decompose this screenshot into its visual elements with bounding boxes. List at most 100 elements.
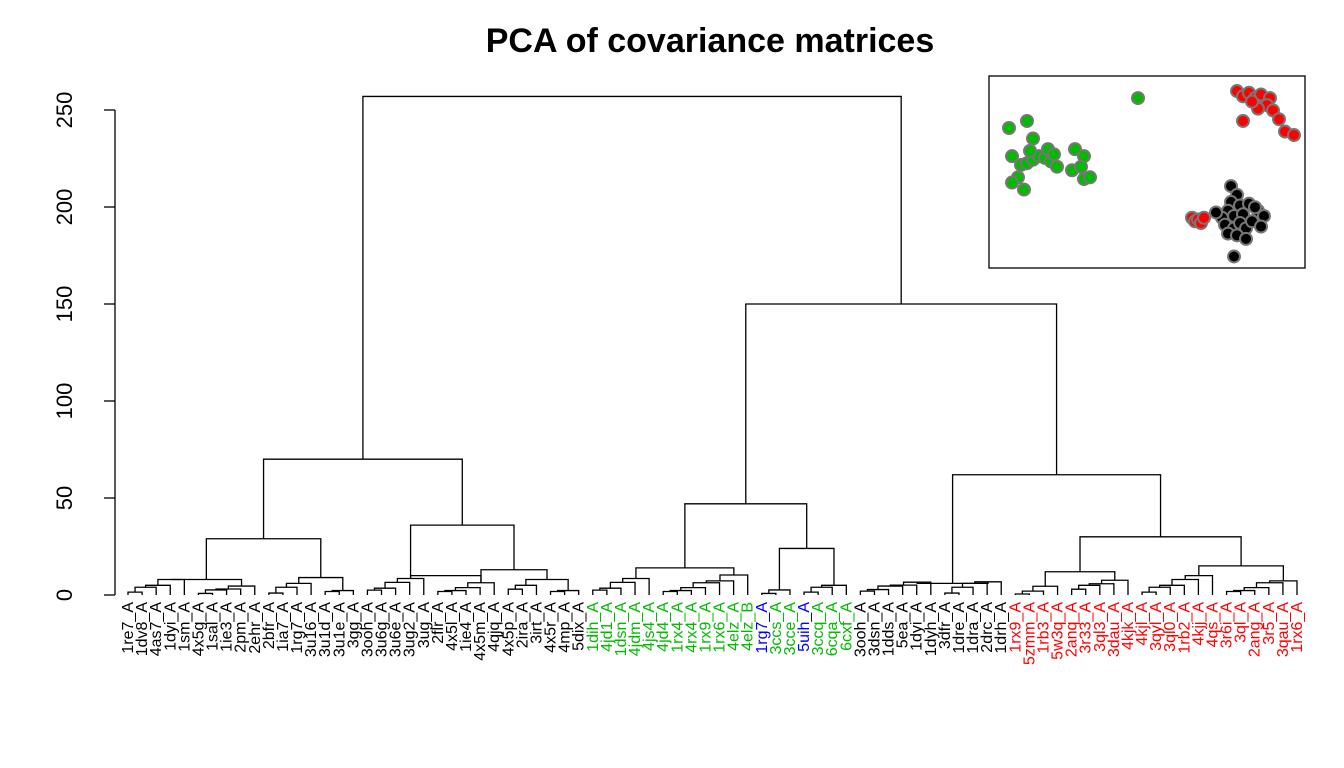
leaf-label: 1ia7_A bbox=[275, 602, 292, 652]
inset-point bbox=[1068, 142, 1082, 157]
leaf-label: 4jd1_A bbox=[599, 602, 616, 652]
inset-point bbox=[1050, 159, 1064, 174]
leaf-label: 6cqa_A bbox=[824, 602, 841, 657]
dendrogram-branch bbox=[514, 584, 538, 595]
leaf-label: 1dyi_A bbox=[909, 602, 926, 651]
leaf-label: 3cce_A bbox=[782, 602, 799, 656]
chart-title: PCA of covariance matrices bbox=[486, 22, 935, 60]
dendrogram-branch bbox=[1100, 579, 1129, 595]
leaf-label: 1rb3_A bbox=[1035, 602, 1052, 654]
dendrogram-branch bbox=[1148, 586, 1171, 595]
leaf-label: 3dfr_A bbox=[937, 602, 954, 649]
dendrogram-branch bbox=[1141, 591, 1157, 595]
leaf-label: 3r33_A bbox=[1078, 602, 1095, 654]
leaf-label: 3ql_A bbox=[1233, 602, 1250, 643]
dendrogram-branch bbox=[1198, 565, 1285, 581]
dendrogram-branch bbox=[275, 586, 298, 595]
leaf-label: 3dsn_A bbox=[866, 602, 883, 657]
dendrogram-branch bbox=[396, 577, 425, 595]
dendrogram-branch bbox=[951, 586, 974, 595]
leaf-label: 5zmm_A bbox=[1021, 602, 1038, 665]
leaf-label: 4x5p_A bbox=[500, 602, 517, 657]
leaf-label: 3ooh_A bbox=[359, 602, 376, 657]
leaf-label: 4x5r_A bbox=[543, 602, 560, 653]
leaf-label: 2bfr_A bbox=[261, 602, 278, 649]
y-tick-label: 200 bbox=[52, 189, 77, 226]
leaf-label: 3ooh_A bbox=[852, 602, 869, 657]
leaf-label: 6cxf_A bbox=[838, 602, 855, 651]
leaf-label: 1ie3_A bbox=[219, 602, 236, 652]
leaf-label: 4as7_A bbox=[148, 602, 165, 657]
leaf-label: 1rx4_A bbox=[669, 602, 686, 653]
leaf-label: 4elz_A bbox=[726, 602, 743, 651]
dendrogram-branch bbox=[592, 589, 608, 595]
leaf-label: 3ccq_A bbox=[810, 602, 827, 656]
inset-point bbox=[1245, 94, 1259, 109]
leaf-label: 3irt_A bbox=[528, 602, 545, 644]
dendrogram-branch bbox=[197, 592, 214, 595]
dendrogram-branch bbox=[622, 577, 650, 595]
dendrogram-branch bbox=[454, 586, 481, 595]
leaf-label: 1rg7_A bbox=[754, 602, 771, 654]
leaf-label: 3r5_A bbox=[1261, 602, 1278, 645]
leaf-label: 4js4_A bbox=[641, 602, 658, 651]
dendrogram-branch bbox=[684, 503, 808, 568]
leaf-label: 3r6i_A bbox=[1219, 602, 1236, 649]
y-axis: 0 50 100 150 200 250 bbox=[52, 92, 116, 601]
inset-point bbox=[1248, 200, 1262, 215]
leaf-label: 5w3q_A bbox=[1050, 602, 1067, 660]
leaf-label: 3ql3_A bbox=[1092, 602, 1109, 652]
leaf-label: 3u6e_A bbox=[388, 602, 405, 657]
inset-point bbox=[1272, 112, 1286, 127]
dendrogram-branch bbox=[480, 569, 548, 583]
inset-point bbox=[1005, 149, 1019, 164]
dendrogram-branch bbox=[507, 588, 524, 595]
dendrogram-branch bbox=[205, 538, 322, 580]
leaf-label: 1rg7_A bbox=[289, 602, 306, 654]
dendrogram-branch bbox=[171, 578, 243, 587]
inset-point bbox=[1236, 113, 1250, 128]
leaf-label: 1drh_A bbox=[993, 602, 1010, 654]
inset-point bbox=[1254, 219, 1268, 234]
dendrogram-branch bbox=[1078, 584, 1101, 595]
leaf-label: 1dyh_A bbox=[923, 602, 940, 657]
leaf-label: 1dih_A bbox=[585, 602, 602, 652]
leaf-label: 4jdm_A bbox=[627, 602, 644, 657]
dendrogram-branch bbox=[549, 590, 566, 595]
dendrogram-branch bbox=[761, 592, 777, 595]
dendrogram-branch bbox=[1255, 582, 1284, 595]
dendrogram-branch bbox=[961, 582, 988, 595]
leaf-label: 1ie4_A bbox=[458, 602, 475, 652]
y-tick-label: 150 bbox=[52, 286, 77, 323]
leaf-label: 2drc_A bbox=[979, 602, 996, 653]
leaf-label: 1dra_A bbox=[965, 602, 982, 654]
inset-point bbox=[1002, 121, 1016, 135]
leaf-label: 4kjj_A bbox=[1190, 602, 1207, 646]
leaf-label: 2ira_A bbox=[514, 602, 531, 649]
dendrogram-branch bbox=[362, 95, 902, 460]
leaf-label: 4mp_A bbox=[557, 602, 574, 653]
dendrogram-branch bbox=[134, 586, 157, 595]
dendrogram-branch bbox=[366, 589, 383, 595]
leaf-label: 3u1e_A bbox=[331, 602, 348, 657]
dendrogram-branch bbox=[1243, 586, 1270, 595]
leaf-label: 1rb2_A bbox=[1176, 602, 1193, 654]
inset-point bbox=[1017, 182, 1031, 197]
inset-point bbox=[1239, 231, 1253, 246]
inset-point bbox=[1287, 128, 1301, 143]
dendrogram-branch bbox=[599, 587, 622, 595]
leaf-label: 3u16_A bbox=[303, 602, 320, 657]
leaf-label: 1rx6_A bbox=[712, 602, 729, 653]
dendrogram-branch bbox=[298, 576, 344, 591]
dendrogram-branch bbox=[1014, 593, 1031, 595]
dendrogram-branch bbox=[157, 578, 185, 595]
inset-point bbox=[1209, 205, 1223, 220]
leaf-label: 1sal_A bbox=[205, 602, 222, 651]
leaf-label: 2ang_A bbox=[1247, 602, 1264, 657]
dendrogram-branch bbox=[877, 585, 904, 595]
leaf-label: 1sm_A bbox=[176, 602, 193, 652]
leaf-label: 4qs_A bbox=[1204, 602, 1221, 648]
dendrogram-branch bbox=[227, 585, 256, 595]
leaf-label: 1dds_A bbox=[881, 602, 898, 657]
